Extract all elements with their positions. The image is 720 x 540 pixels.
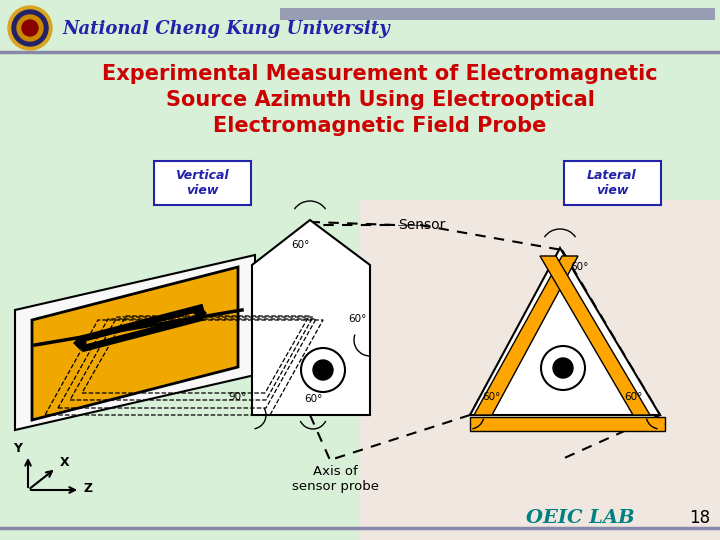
- Polygon shape: [474, 256, 578, 415]
- FancyBboxPatch shape: [154, 161, 251, 205]
- Polygon shape: [540, 256, 650, 415]
- Text: Vertical
view: Vertical view: [175, 169, 229, 197]
- Circle shape: [553, 358, 573, 378]
- Polygon shape: [252, 220, 370, 415]
- Text: Sensor: Sensor: [398, 218, 446, 232]
- Circle shape: [8, 6, 52, 50]
- Bar: [280, 8, 715, 20]
- Text: 60°: 60°: [570, 262, 588, 272]
- Bar: [360, 200, 720, 540]
- Text: Y: Y: [14, 442, 22, 455]
- Polygon shape: [470, 248, 660, 415]
- Text: OEIC LAB: OEIC LAB: [526, 509, 634, 527]
- Circle shape: [541, 346, 585, 390]
- Text: 60°: 60°: [625, 392, 643, 402]
- Text: X: X: [60, 456, 70, 469]
- Text: 60°: 60°: [304, 394, 322, 404]
- Text: 18: 18: [690, 509, 711, 527]
- Text: Experimental Measurement of Electromagnetic
Source Azimuth Using Electrooptical
: Experimental Measurement of Electromagne…: [102, 64, 658, 137]
- Circle shape: [22, 20, 38, 36]
- Text: 60°: 60°: [482, 392, 500, 402]
- Circle shape: [12, 10, 48, 46]
- Polygon shape: [193, 306, 207, 320]
- Text: Z: Z: [83, 482, 92, 495]
- Text: National Cheng Kung University: National Cheng Kung University: [62, 20, 390, 38]
- Bar: [470, 417, 665, 431]
- Text: Lateral
view: Lateral view: [588, 169, 636, 197]
- Polygon shape: [15, 255, 255, 430]
- Text: 60°: 60°: [291, 240, 309, 250]
- Circle shape: [301, 348, 345, 392]
- Circle shape: [17, 15, 43, 41]
- Circle shape: [313, 360, 333, 380]
- Text: 60°: 60°: [348, 314, 366, 324]
- Text: Axis of
sensor probe: Axis of sensor probe: [292, 465, 379, 493]
- Polygon shape: [32, 267, 238, 420]
- Polygon shape: [73, 336, 87, 350]
- Text: 90°: 90°: [229, 392, 247, 402]
- FancyBboxPatch shape: [564, 161, 661, 205]
